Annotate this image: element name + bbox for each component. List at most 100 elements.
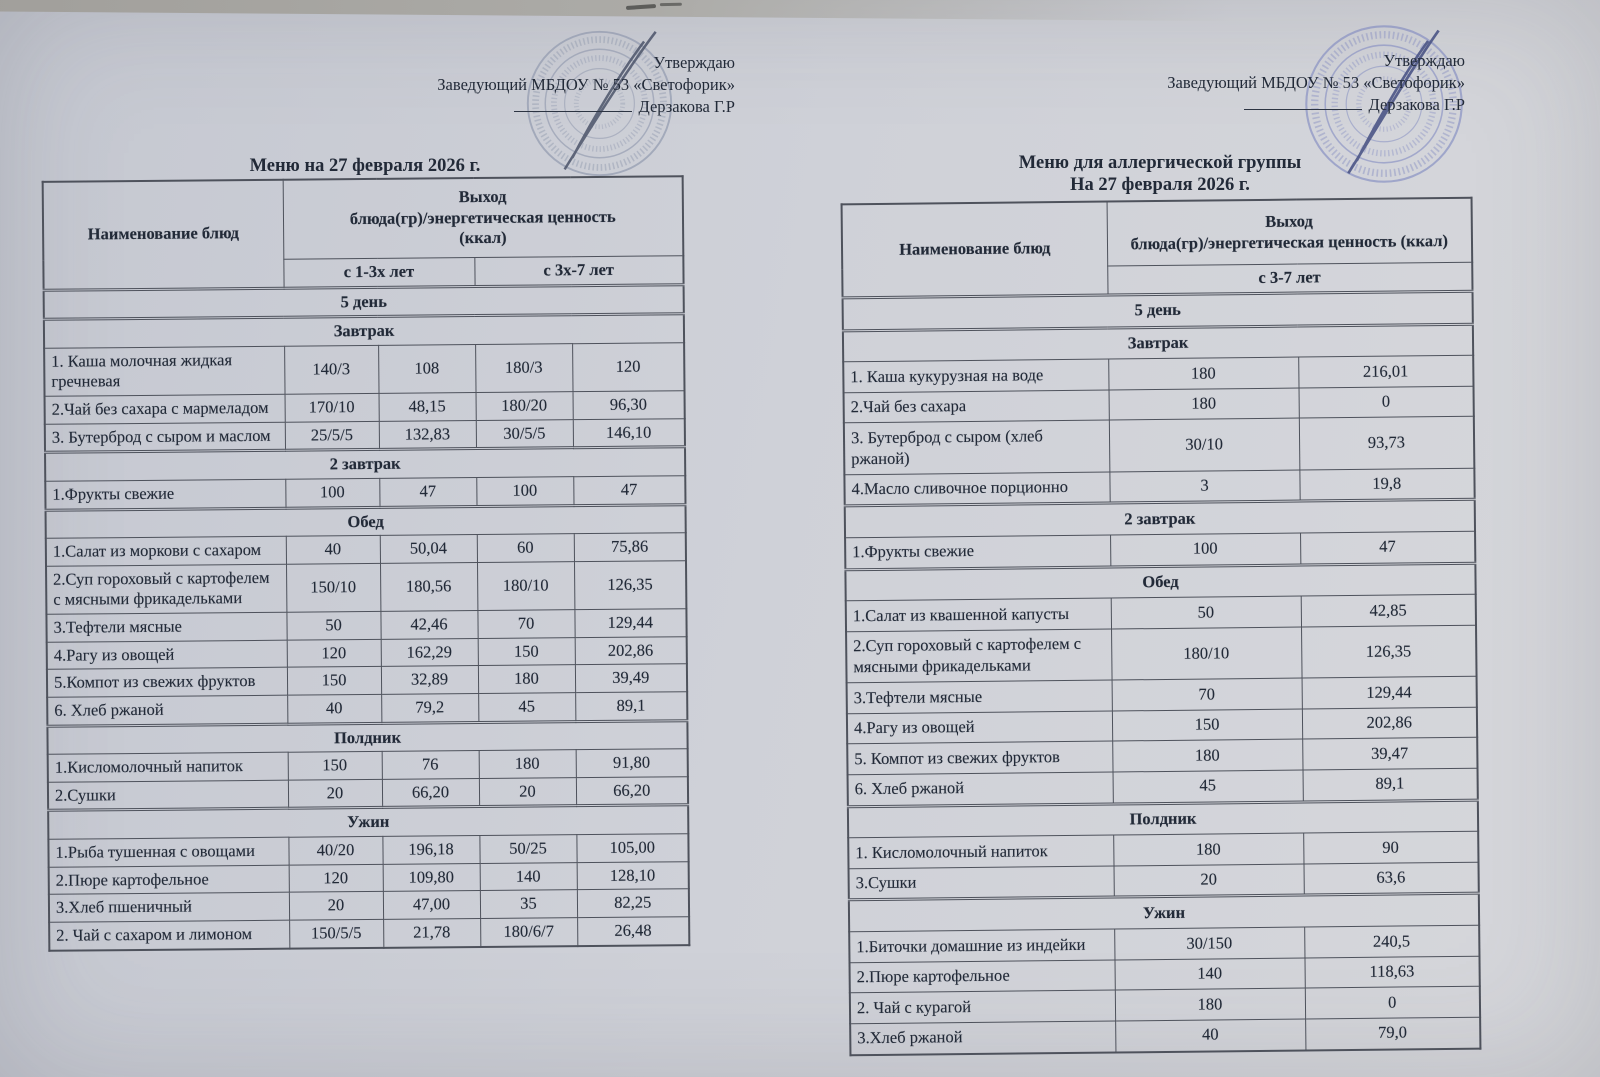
dish-row: 3.Хлеб ржаной 40 79,0	[850, 1017, 1481, 1055]
approval-head-title: Заведующий МБДОУ № 53 «Светофорик»	[1167, 72, 1465, 92]
signature-line	[1244, 95, 1363, 110]
dish-value: 79,2	[381, 693, 479, 723]
dish-value: 126,35	[1301, 624, 1477, 679]
dish-value: 66,20	[575, 776, 689, 807]
dish-name: 3.Хлеб ржаной	[850, 1020, 1116, 1055]
dish-value: 47	[573, 475, 686, 506]
table-header-row: Наименование блюд Выход блюда(гр)/энергети…	[841, 197, 1473, 298]
dish-value: 42,85	[1300, 594, 1477, 627]
dish-row: 1. Каша молочная жидкая гречневая 140/3 10…	[44, 342, 685, 397]
signature-line	[514, 97, 633, 112]
dish-value: 132,83	[378, 420, 477, 450]
dish-value: 180	[1108, 387, 1299, 421]
dish-value: 40/20	[288, 836, 383, 865]
dish-value: 120	[286, 639, 381, 668]
dish-value: 40	[287, 694, 382, 724]
official-round-stamp-icon	[1305, 25, 1463, 183]
dish-value: 30/5/5	[475, 419, 574, 449]
dish-value: 180/20	[475, 391, 573, 421]
dish-value: 45	[478, 692, 576, 723]
menu-title-main: Меню на 27 февраля 2026 г.	[249, 156, 481, 176]
dish-value: 39,49	[574, 663, 688, 693]
dish-value: 180,56	[379, 562, 478, 612]
dish-row: 2.Суп гороховый с картофелем с мясными ф…	[846, 624, 1477, 683]
dish-value: 105,00	[576, 833, 689, 863]
dish-value: 150	[287, 751, 382, 780]
dish-value: 150	[1111, 708, 1303, 742]
dish-value: 120	[288, 863, 383, 893]
dish-name: 4.Рагу из овощей	[846, 710, 1113, 745]
dish-value: 89,1	[575, 691, 688, 722]
official-round-stamp-icon	[526, 30, 673, 177]
pen-signature-stroke	[1347, 29, 1440, 175]
dish-value: 30/10	[1108, 418, 1300, 472]
dish-value: 180	[1112, 739, 1303, 772]
dish-value: 48,15	[378, 392, 476, 422]
dish-value: 140/3	[284, 345, 379, 395]
dish-value: 91,80	[575, 748, 688, 778]
dish-value: 108	[378, 344, 476, 394]
dish-value: 146,10	[572, 418, 686, 448]
dish-value: 0	[1298, 385, 1474, 419]
dish-name: 1.Салат из моркови с сахаром	[45, 536, 287, 567]
dish-value: 45	[1112, 769, 1303, 804]
col-header-output: Выход блюда(гр)/энергетическая ценность (к…	[282, 176, 684, 260]
dish-name: 2. Чай с курагой	[849, 990, 1116, 1024]
dish-name: 5.Компот из свежих фруктов	[46, 667, 288, 698]
dish-value: 0	[1304, 986, 1481, 1019]
dish-value: 140	[1114, 957, 1305, 991]
dish-value: 202,86	[1301, 706, 1478, 740]
dish-name: 1. Каша молочная жидкая гречневая	[44, 345, 285, 397]
dish-value: 35	[479, 889, 578, 919]
dish-value: 180	[1113, 833, 1304, 866]
col-header-output-line: блюда(гр)/энергетическая ценность (ккал)	[1130, 230, 1449, 253]
dish-value: 50,04	[379, 534, 477, 564]
dish-name: 1.Фрукты свежие	[845, 534, 1111, 570]
menu-title-allergy-line1: Меню для аллергической группы	[1018, 153, 1302, 173]
dish-value: 96,30	[572, 390, 685, 420]
dish-name: 4.Рагу из овощей	[46, 639, 287, 670]
approval-head-name: Дерзакова Г.Р	[638, 96, 735, 116]
dish-name: 2.Суп гороховый с картофелем с мясными ф…	[46, 563, 287, 615]
dish-row: 2.Суп гороховый с картофелем с мясными ф…	[46, 560, 687, 615]
age-group-header: с 3х-7 лет	[474, 255, 684, 287]
age-group-header: с 1-3х лет	[283, 257, 475, 288]
dish-value: 66,20	[381, 778, 480, 808]
dish-value: 3	[1109, 469, 1300, 504]
dish-value: 50	[286, 611, 381, 640]
dish-value: 216,01	[1298, 355, 1474, 388]
approval-signature-row: Дерзакова Г.Р	[1165, 94, 1465, 116]
dish-name: 2.Чай без сахара с мармеладом	[44, 394, 285, 424]
dish-name: 4.Масло сливочное порционно	[844, 471, 1110, 507]
dish-value: 26,48	[577, 916, 690, 946]
dish-name: 1. Кисломолочный напиток	[848, 835, 1114, 869]
dish-value: 240,5	[1304, 925, 1480, 958]
approval-block-main: Утверждаю Заведующий МБДОУ № 53 «Светофо…	[435, 52, 735, 117]
dish-value: 40	[285, 535, 380, 564]
age-group-header: с 3-7 лет	[1107, 262, 1473, 295]
dish-value: 20	[478, 777, 577, 807]
col-header-dish-name: Наименование блюд	[42, 179, 284, 290]
dish-value: 20	[288, 891, 384, 921]
dish-value: 180	[1114, 988, 1306, 1021]
dish-value: 76	[381, 750, 479, 780]
approval-word: Утверждаю	[1383, 51, 1465, 70]
dish-value: 47,00	[382, 890, 481, 920]
menu-table-main: Наименование блюд Выход блюда(гр)/энергети…	[41, 175, 691, 952]
pen-signature-stroke	[563, 31, 657, 171]
menu-title-allergy: Меню для аллергической группы На 27 февр…	[845, 152, 1475, 196]
dish-name: 1.Фрукты свежие	[45, 479, 286, 510]
dish-name: 2.Пюре картофельное	[48, 864, 289, 895]
menu-table-allergy: Наименование блюд Выход блюда(гр)/энергети…	[840, 196, 1482, 1056]
dish-name: 3. Бутерброд с сыром (хлеб ржаной)	[843, 420, 1110, 475]
dish-value: 140	[479, 862, 577, 891]
dish-value: 93,73	[1298, 416, 1475, 470]
dish-value: 150	[477, 637, 575, 666]
dish-value: 100	[285, 478, 380, 508]
dish-value: 109,80	[382, 863, 480, 892]
dish-value: 150	[286, 666, 382, 696]
approval-word: Утверждаю	[653, 53, 735, 72]
dish-value: 162,29	[380, 638, 478, 667]
dish-value: 180/6/7	[480, 917, 578, 947]
